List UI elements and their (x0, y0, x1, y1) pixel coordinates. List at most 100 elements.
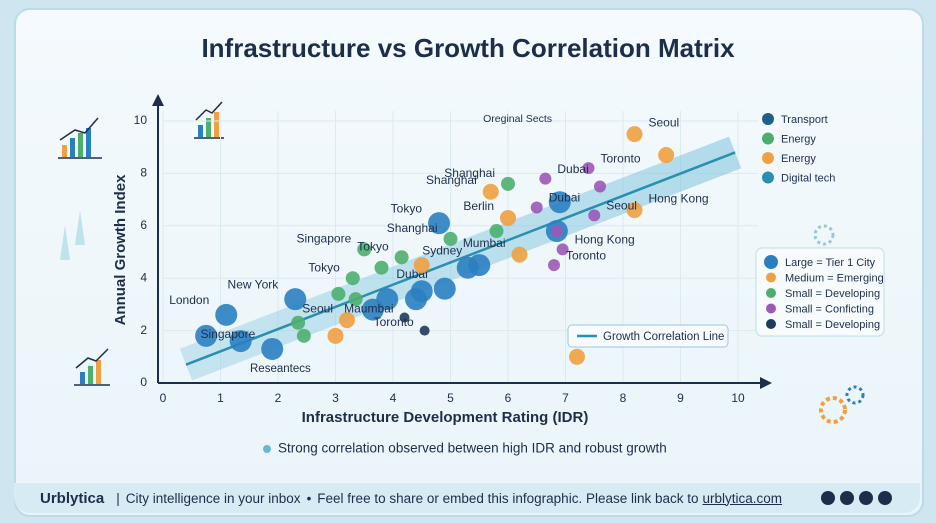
data-point (215, 303, 238, 326)
legend-swatch (766, 288, 776, 298)
city-label: Tokyo (391, 201, 423, 215)
share-text: Feel free to share or embed this infogra… (317, 490, 699, 506)
icon-legend-swatch (762, 132, 774, 145)
data-point (511, 246, 528, 263)
x-tick-label: 8 (620, 391, 627, 405)
icon-legend-label: Energy (781, 153, 816, 165)
bullet (263, 445, 271, 453)
data-point (489, 224, 504, 239)
data-point (339, 312, 355, 329)
legend-label: Large = Tier 1 City (785, 257, 876, 269)
x-axis-label: Infrastructure Development Rating (IDR) (302, 409, 589, 426)
legend-box (755, 247, 885, 337)
y-tick-label: 0 (140, 375, 147, 389)
trend-legend-label: Growth Correlation Line (603, 331, 724, 343)
icon-legend-swatch (762, 171, 774, 184)
decor-icon (58, 101, 865, 424)
legend-label: Small = Conficting (785, 303, 874, 315)
data-point (433, 277, 456, 300)
data-point (443, 231, 458, 246)
x-tick-label: 4 (390, 391, 397, 405)
legend-label: Small = Developing (785, 319, 880, 331)
data-point (327, 327, 344, 344)
icon-legend-swatch (762, 113, 774, 125)
data-point (530, 201, 543, 214)
trend-legend-box: Growth Correlation Line (567, 324, 729, 348)
data-point (399, 312, 410, 323)
data-point (428, 212, 450, 235)
data-point (261, 337, 284, 360)
brand: Urblytica (40, 489, 105, 507)
x-axis-arrow (760, 377, 772, 389)
city-label: Toronto (566, 248, 606, 262)
data-point (588, 209, 601, 222)
data-point (284, 288, 307, 311)
data-point (348, 292, 363, 307)
x-tick-label: 2 (275, 391, 282, 405)
x-tick-label: 6 (505, 391, 512, 405)
city-label: Hong Kong (649, 191, 709, 205)
data-point (658, 147, 675, 164)
data-point (410, 280, 433, 303)
city-label: Berlin (463, 199, 494, 213)
data-point (626, 126, 643, 143)
x-tick-label: 0 (160, 391, 167, 405)
tagline: City intelligence in your inbox (125, 490, 301, 506)
icon-legend-label: Digital tech (781, 172, 835, 184)
icon-legend-label: Energy (781, 133, 816, 145)
city-label: Singapore (297, 232, 352, 246)
city-label: Shanghai (444, 166, 495, 180)
icon-legend-label: Transport (781, 114, 828, 126)
data-point (374, 260, 389, 275)
city-label: Singapore (201, 327, 256, 341)
city-label: Shanghai (426, 173, 477, 187)
city-label: Sydney (422, 243, 462, 257)
trend-line (185, 151, 736, 366)
data-point (548, 191, 571, 214)
data-point (582, 162, 595, 175)
data-point (482, 183, 499, 200)
link[interactable]: urblytica.com (702, 490, 783, 506)
y-tick-label: 4 (140, 270, 147, 284)
data-point (345, 271, 360, 286)
data-point (394, 250, 409, 265)
social-icon[interactable] (859, 491, 873, 505)
chart-title: Infrastructure vs Growth Correlation Mat… (201, 33, 735, 63)
data-point (500, 209, 516, 226)
data-point (468, 254, 491, 277)
legend-label: Small = Developing (785, 288, 880, 300)
city-label: Dubai (549, 191, 580, 205)
x-tick-label: 5 (447, 391, 454, 405)
separator: • (306, 490, 312, 506)
city-label: Seoul (606, 198, 637, 212)
y-tick-label: 8 (140, 166, 147, 180)
city-label: Maumbai (344, 302, 393, 316)
data-point (539, 172, 552, 185)
y-axis-label: Annual Growth Index (112, 174, 129, 325)
legend-swatch (766, 303, 776, 314)
social-icon[interactable] (840, 491, 854, 505)
city-label: Toronto (601, 151, 641, 165)
city-label: Dubai (557, 162, 588, 176)
city-label: Hong Kong (575, 233, 635, 247)
data-point (195, 324, 218, 347)
data-point (331, 286, 346, 301)
city-label: London (169, 293, 209, 307)
city-label: Toronto (374, 315, 414, 329)
social-icon[interactable] (821, 491, 835, 505)
footer: Urblytica | City intelligence in your in… (14, 483, 920, 513)
data-point (229, 330, 252, 353)
separator: | (116, 490, 120, 506)
city-label: Shanghai (387, 221, 438, 235)
social-icon[interactable] (878, 491, 892, 505)
data-point (376, 288, 399, 311)
x-tick-label: 9 (677, 391, 684, 405)
data-point (556, 243, 569, 256)
data-point (548, 259, 560, 272)
city-label: Tokyo (357, 239, 389, 253)
x-tick-label: 10 (731, 391, 745, 405)
y-axis-arrow (152, 94, 164, 106)
source-note: Oreginal Sects (483, 113, 552, 125)
data-point (626, 202, 643, 219)
